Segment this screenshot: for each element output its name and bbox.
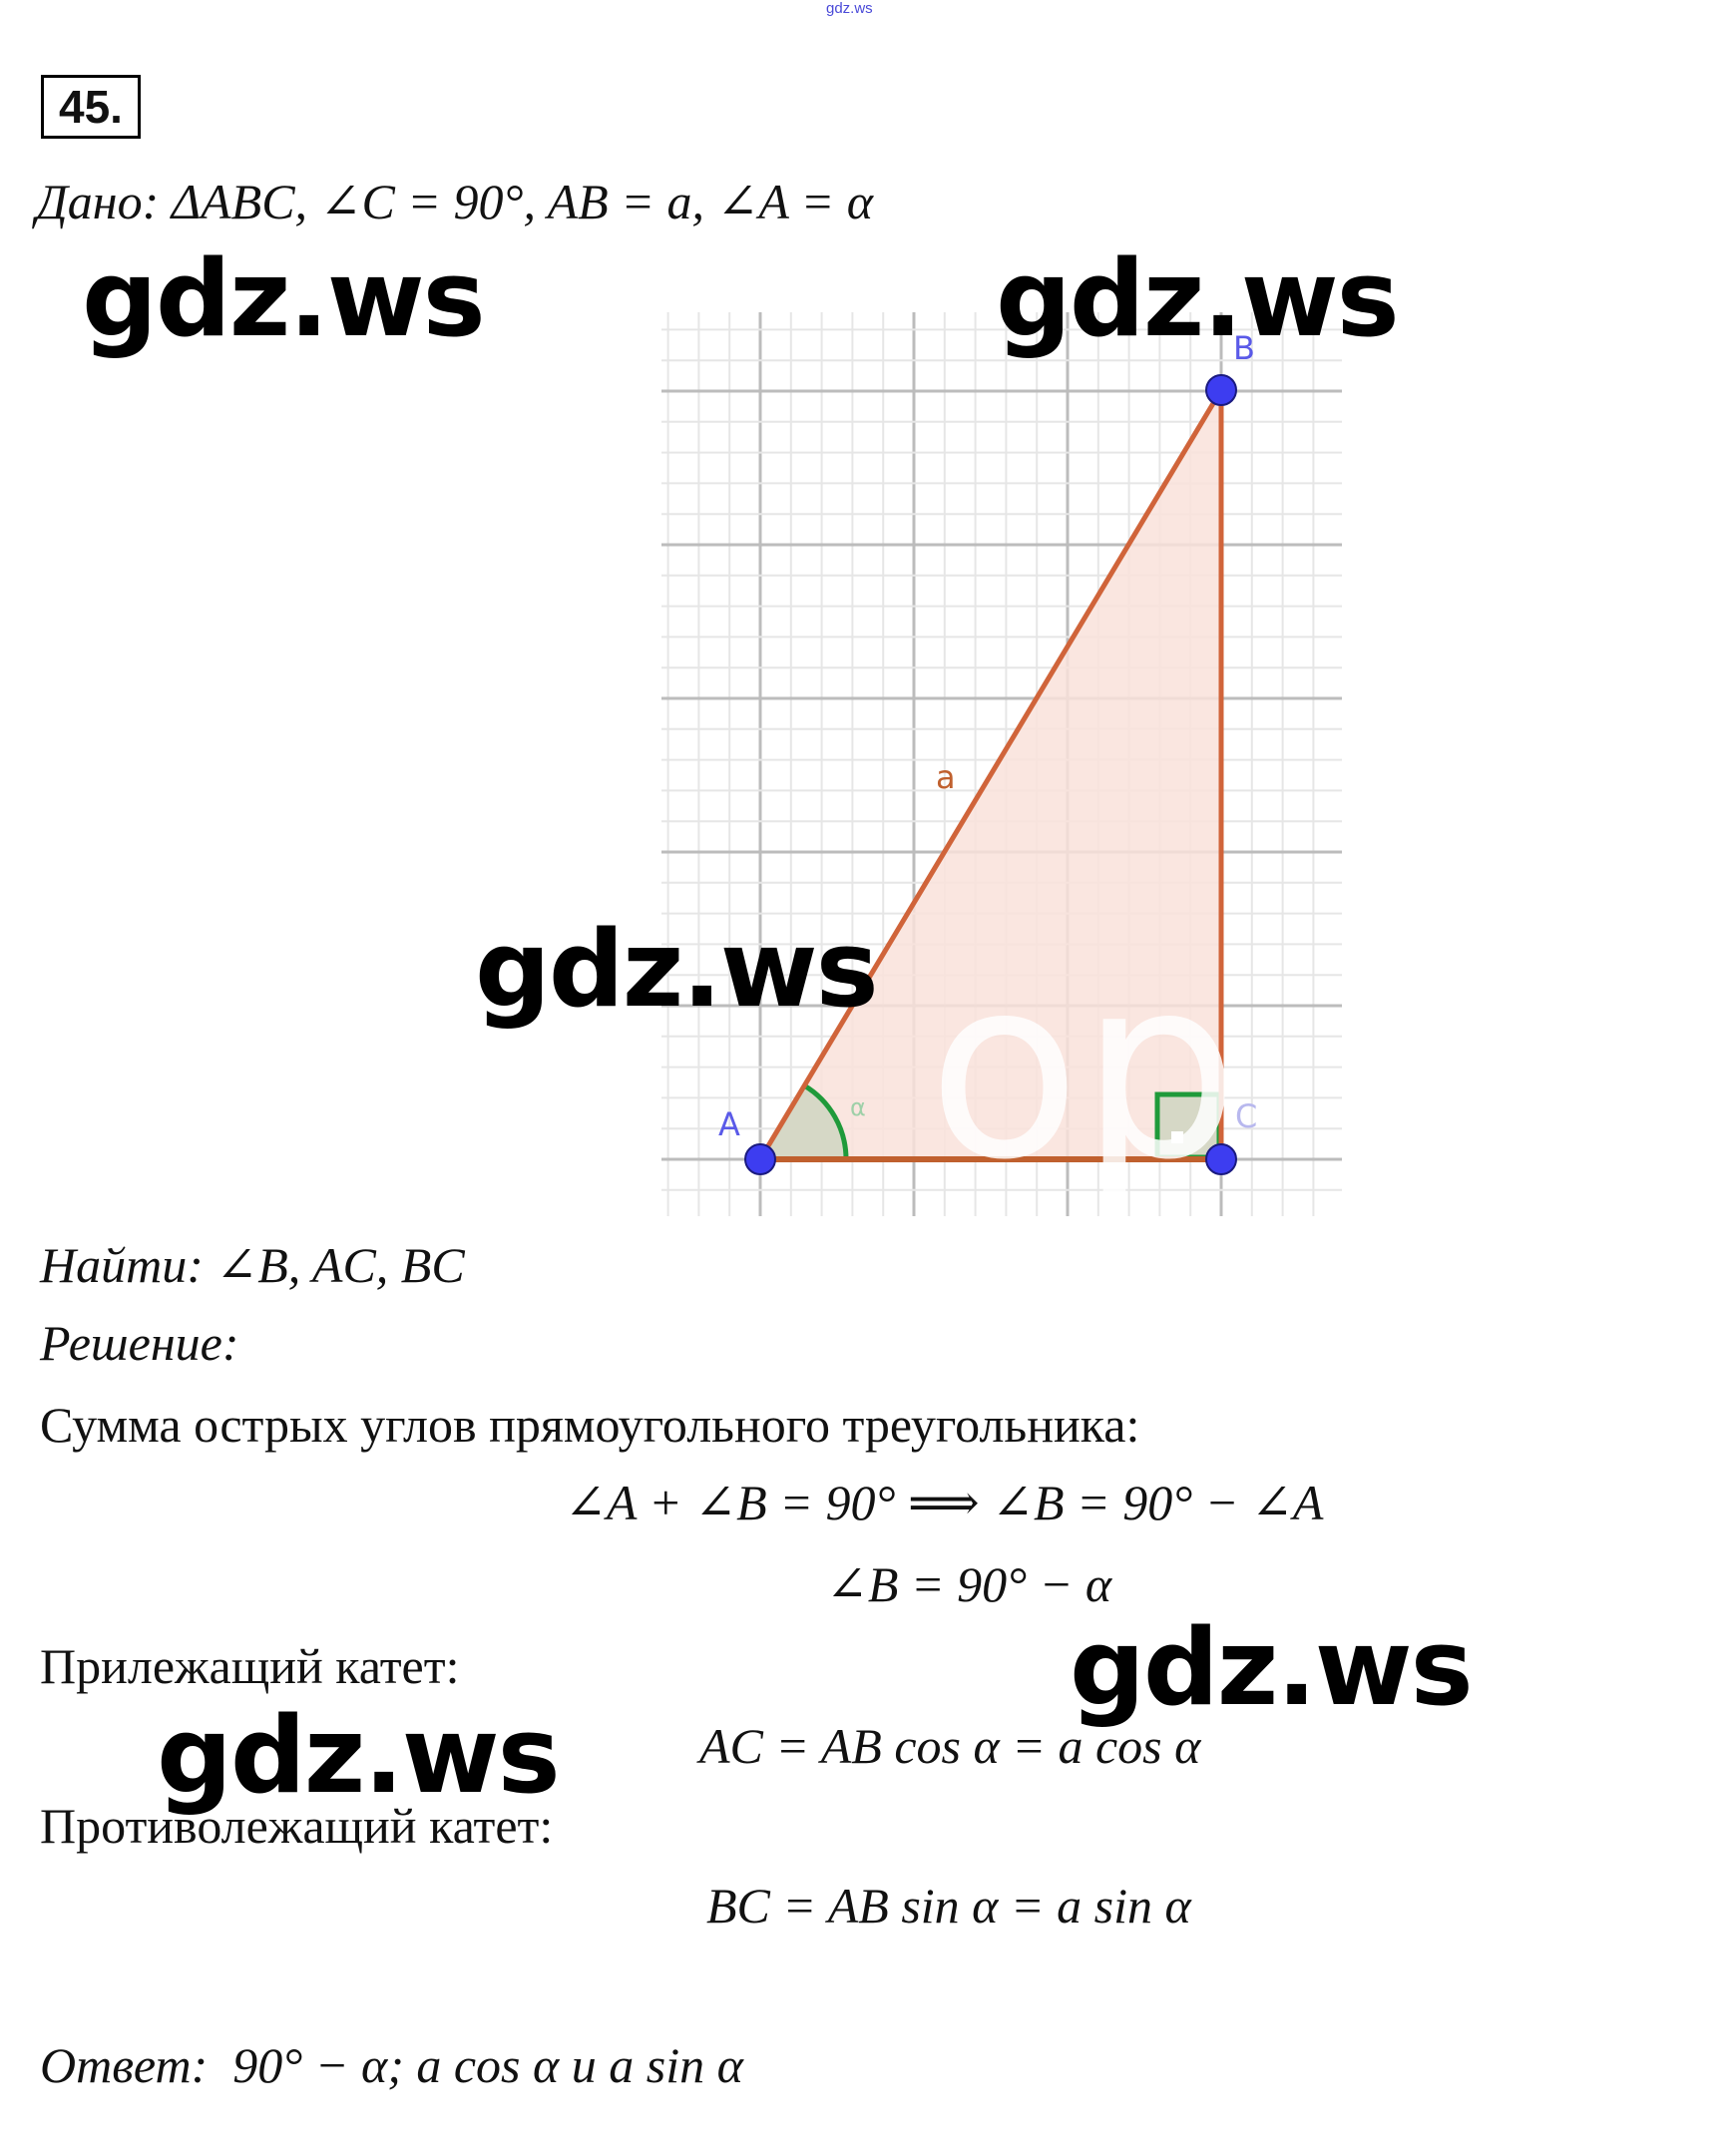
given-label: Дано (36, 174, 143, 229)
adjacent-label: Прилежащий катет: (40, 1638, 460, 1694)
sum-text: Сумма острых углов прямоугольного треуго… (40, 1397, 1140, 1453)
problem-number: 45. (41, 75, 141, 139)
label-side-a: a (936, 758, 956, 796)
point-c[interactable] (1205, 1143, 1237, 1175)
label-b: B (1233, 329, 1255, 367)
point-a[interactable] (744, 1143, 776, 1175)
formula-angle-b: ∠B = 90° − α (826, 1556, 1112, 1612)
formula-ac: AC = AB cos α = a cos α (699, 1718, 1201, 1774)
answer-text: 90° − α; a cos α и a sin α (232, 2037, 743, 2093)
find-text: : ∠B, AC, BC (187, 1237, 465, 1293)
opposite-label: Противолежащий катет: (40, 1798, 554, 1854)
answer-label: Ответ: (40, 2037, 209, 2093)
side-ab (757, 388, 1224, 1161)
answer-line: Ответ: 90° − α; a cos α и a sin α (40, 2035, 743, 2095)
watermark: gdz.ws (475, 908, 879, 1031)
given-text: : ΔABC, ∠C = 90°, AB = a, ∠A = α (142, 174, 873, 229)
find-label: Найти (40, 1237, 188, 1293)
watermark: gdz.ws (82, 237, 486, 360)
label-a: A (718, 1105, 740, 1143)
watermark: gdz.ws (1070, 1606, 1474, 1729)
point-b[interactable] (1205, 374, 1237, 406)
given-line: Дано: ΔABC, ∠C = 90°, AB = a, ∠A = α (36, 172, 873, 231)
formula-bc: BC = AB sin α = a sin α (706, 1878, 1191, 1934)
watermark: gdz.ws (157, 1694, 561, 1817)
find-line: Найти: ∠B, AC, BC (40, 1235, 465, 1295)
angle-a-arc (802, 1082, 849, 1160)
watermark: gdz.ws (996, 237, 1400, 360)
faint-watermark: op (928, 924, 1239, 1214)
right-angle-dot (1171, 1131, 1183, 1143)
formula-angle-sum: ∠A + ∠B = 90° ⟹ ∠B = 90° − ∠A (565, 1475, 1324, 1530)
label-c: C (1235, 1097, 1257, 1135)
label-alpha: α (850, 1093, 866, 1121)
solution-label: Решение: (40, 1315, 239, 1371)
header-watermark: gdz.ws (826, 0, 873, 17)
